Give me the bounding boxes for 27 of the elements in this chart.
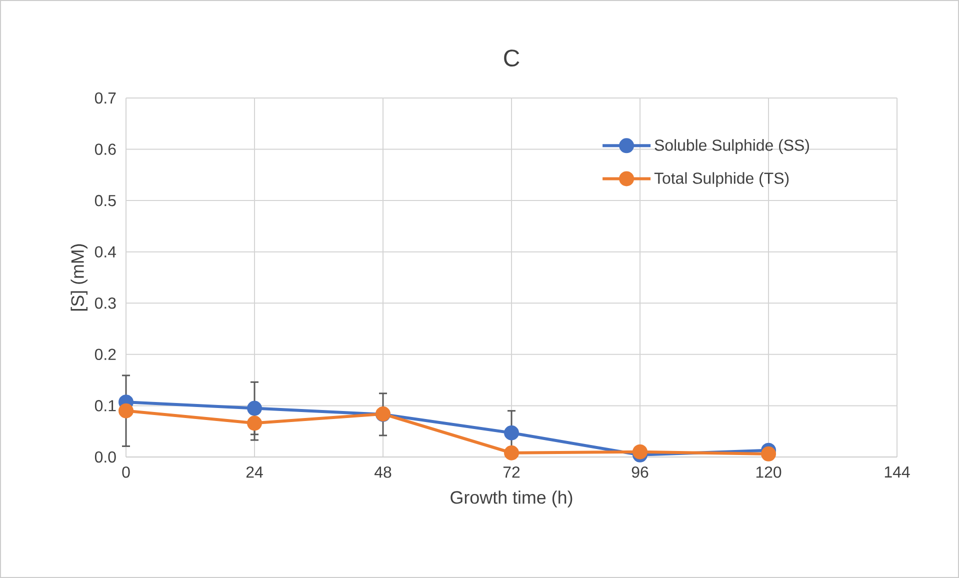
y-tick-label: 0.5 [94, 194, 116, 206]
y-tick-label: 0.1 [94, 400, 116, 412]
y-tick-label: 0.3 [94, 297, 116, 309]
y-tick-label: 0.2 [94, 348, 116, 360]
x-tick-label: 120 [756, 466, 782, 478]
y-tick-label: 0.6 [94, 144, 116, 155]
x-tick-label: 72 [503, 466, 520, 478]
x-tick-label: 96 [632, 466, 648, 478]
y-tick-label: 0.7 [94, 92, 116, 104]
x-tick-label: 48 [374, 466, 392, 478]
y-tick-label: 0.0 [94, 451, 116, 463]
point [504, 445, 520, 460]
point [247, 400, 262, 416]
legend-label: Soluble Sulphide (SS) [654, 139, 809, 154]
y-tick-label: 0.4 [94, 246, 116, 258]
point [247, 416, 262, 431]
point [504, 425, 520, 440]
x-axis-title: Growth time (h) [450, 490, 572, 508]
point [761, 446, 776, 462]
legend-label: Total Sulphide (TS) [654, 172, 789, 188]
x-tick-label: 0 [122, 466, 130, 478]
y-axis-title: [S] (mM) [70, 244, 88, 311]
point [118, 403, 134, 418]
x-tick-label: 144 [884, 466, 910, 478]
chart-title: C [504, 50, 520, 66]
x-tick-label: 24 [246, 466, 263, 478]
point [632, 444, 648, 460]
